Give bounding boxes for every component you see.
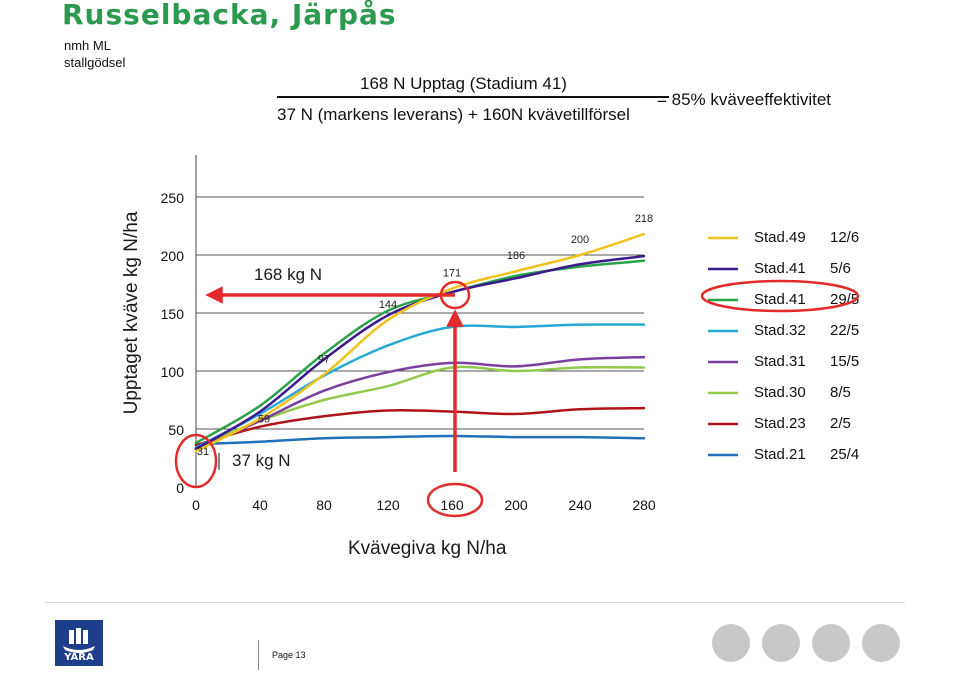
x-tick-label: 200: [504, 497, 528, 513]
data-label: 97: [318, 353, 330, 365]
decorative-circle: [812, 624, 850, 662]
formula-denominator: 37 N (markens leverans) + 160N kvävetill…: [277, 105, 630, 124]
formula-numerator: 168 N Upptag (Stadium 41): [360, 74, 567, 93]
y-axis-title: Upptaget kväve kg N/ha: [121, 211, 142, 415]
legend-stage-label: Stad.41: [754, 291, 806, 308]
decorative-circle: [862, 624, 900, 662]
legend-date-label: 8/5: [830, 384, 851, 401]
y-tick-label: 0: [176, 480, 184, 496]
legend-date-label: 5/6: [830, 260, 851, 277]
series-line-stad31-15-5: [194, 355, 646, 452]
legend-stage-label: Stad.23: [754, 415, 806, 432]
legend-stage-label: Stad.32: [754, 322, 806, 339]
x-tick-label: 240: [568, 497, 592, 513]
formula-fraction-bar: [277, 96, 669, 98]
viking-ship-icon: [63, 628, 95, 653]
x-tick-label: 0: [192, 497, 200, 513]
data-label: 144: [379, 299, 397, 311]
legend-date-label: 15/5: [830, 353, 859, 370]
data-label: 218: [635, 213, 653, 225]
grid-layer: [196, 196, 644, 430]
x-tick-label: 80: [316, 497, 332, 513]
y-tick-label: 150: [161, 306, 185, 322]
soil-supply-label: 37 kg N: [232, 451, 291, 470]
legend-stage-label: Stad.21: [754, 446, 806, 463]
y-tick-label: 250: [161, 190, 185, 206]
data-label: 200: [571, 234, 589, 246]
legend-date-label: 2/5: [830, 415, 851, 432]
x-tick-label: 120: [376, 497, 400, 513]
footer-divider: [45, 602, 905, 603]
x-tick-label: 40: [252, 497, 268, 513]
highlight-circle-x160: [426, 482, 484, 518]
decorative-circle: [762, 624, 800, 662]
formula-result: = 85% kväveeffektivitet: [657, 90, 832, 109]
subtitle-line-2: stallgödsel: [64, 55, 126, 70]
page-title: Russelbacka, Järpås: [62, 0, 397, 31]
data-label: 31: [197, 446, 209, 458]
series-line-stad41-29-5: [194, 259, 646, 445]
legend-stage-label: Stad.41: [754, 260, 806, 277]
uptake-label: 168 kg N: [254, 265, 323, 284]
x-tick-label: 160: [440, 497, 464, 513]
yara-logo: YARA: [55, 620, 103, 666]
nitrogen-uptake-chart: 0 50 100 150 200 250 0 40 80 120 160 200 240 280 31 59…: [161, 155, 860, 518]
x-tick-label: 280: [632, 497, 656, 513]
data-label-layer: 31 59 97 144 171 186 200 218: [197, 213, 653, 458]
series-line-stad49-12-6: [194, 232, 646, 453]
data-label: 186: [507, 250, 525, 262]
legend-stage-label: Stad.30: [754, 384, 806, 401]
legend-date-label: 12/6: [830, 229, 859, 246]
page-divider: [258, 640, 259, 670]
legend-date-label: 22/5: [830, 322, 859, 339]
series-line-stad23-2-5: [194, 406, 646, 447]
series-layer: [194, 232, 646, 453]
legend-date-label: 29/5: [830, 291, 859, 308]
legend-stage-label: Stad.31: [754, 353, 806, 370]
page-number: Page 13: [272, 650, 306, 660]
y-tick-label: 50: [168, 422, 184, 438]
data-label: 171: [443, 268, 461, 280]
subtitle-line-1: nmh ML: [64, 38, 111, 53]
y-tick-label: 200: [161, 248, 185, 264]
highlight-circle-legend: [700, 279, 860, 313]
annotation-layer: [174, 279, 860, 518]
series-line-stad21-25-4: [194, 434, 646, 446]
x-axis-title: Kvävegiva kg N/ha: [348, 538, 507, 559]
series-line-stad32-22-5: [194, 323, 646, 449]
axis-layer: 0 50 100 150 200 250 0 40 80 120 160 200 240 280: [161, 155, 656, 513]
legend-layer: Stad.49 12/6 Stad.41 5/6 Stad.41 29/5 Stad.32 2…: [708, 229, 859, 463]
decorative-circle: [712, 624, 750, 662]
yara-logo-text: YARA: [64, 652, 94, 663]
legend-date-label: 25/4: [830, 446, 859, 463]
highlight-circle-origin: [174, 433, 218, 489]
legend-stage-label: Stad.49: [754, 229, 806, 246]
data-label: 59: [258, 414, 270, 426]
y-tick-label: 100: [161, 364, 185, 380]
